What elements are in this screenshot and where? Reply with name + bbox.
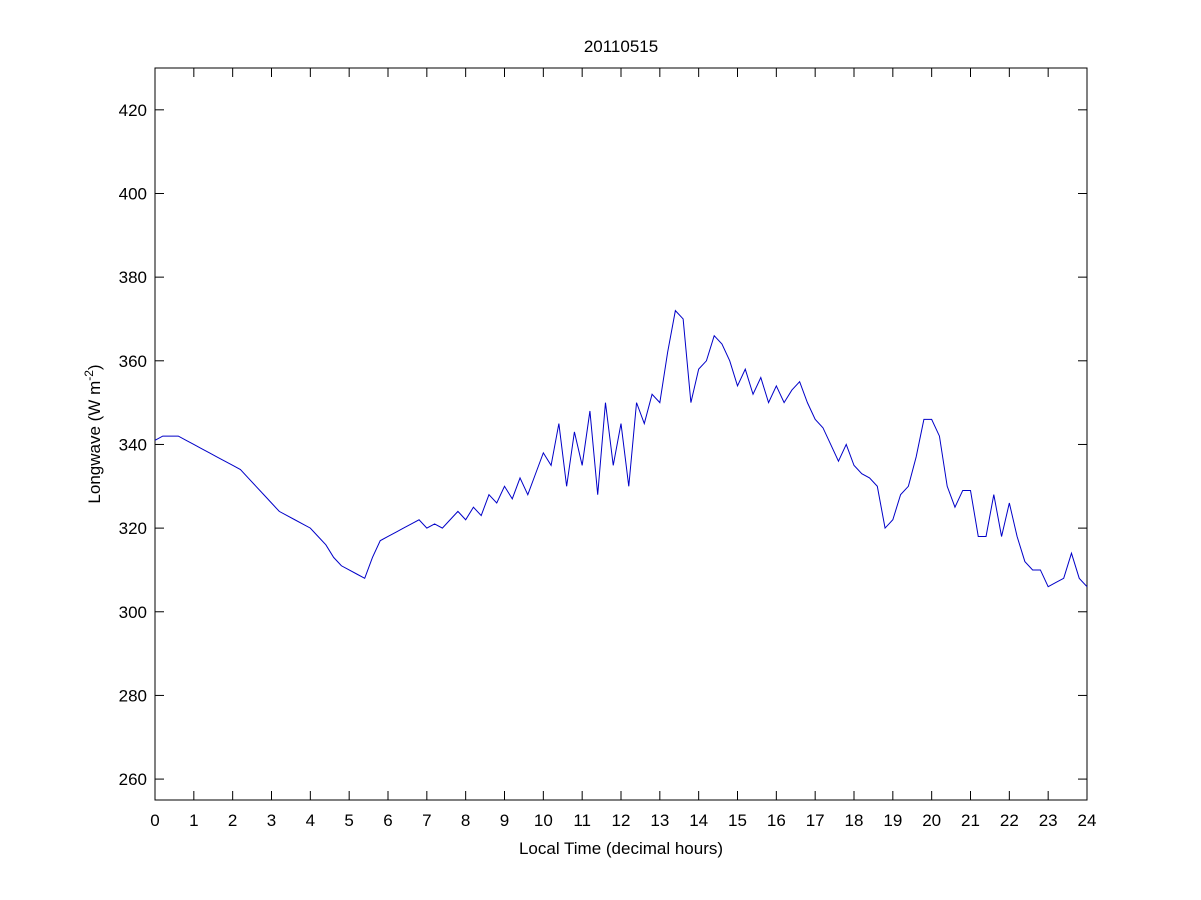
x-tick-label: 13 xyxy=(650,811,669,830)
y-tick-label: 360 xyxy=(119,352,147,371)
x-tick-label: 5 xyxy=(344,811,353,830)
plot-area xyxy=(154,67,1088,801)
y-tick-label: 420 xyxy=(119,101,147,120)
y-tick-label: 340 xyxy=(119,435,147,454)
y-tick-label: 260 xyxy=(119,770,147,789)
x-tick-label: 24 xyxy=(1078,811,1097,830)
line-series xyxy=(154,309,1088,588)
x-tick-label: 12 xyxy=(612,811,631,830)
x-tick-label: 3 xyxy=(267,811,276,830)
x-tick-label: 23 xyxy=(1039,811,1058,830)
y-axis-label-sup: -2 xyxy=(82,370,96,381)
x-tick-label: 9 xyxy=(500,811,509,830)
x-tick-label: 10 xyxy=(534,811,553,830)
x-tick-label: 11 xyxy=(573,811,591,830)
y-tick-label: 400 xyxy=(119,184,147,203)
x-tick-label: 0 xyxy=(150,811,159,830)
y-tick-label: 380 xyxy=(119,268,147,287)
y-tick-label: 280 xyxy=(119,686,147,705)
y-tick-label: 300 xyxy=(119,603,147,622)
x-axis-label: Local Time (decimal hours) xyxy=(519,839,723,858)
x-tick-label: 6 xyxy=(383,811,392,830)
x-tick-label: 2 xyxy=(228,811,237,830)
x-tick-label: 8 xyxy=(461,811,470,830)
x-tick-label: 19 xyxy=(883,811,902,830)
x-tick-label: 7 xyxy=(422,811,431,830)
x-tick-label: 1 xyxy=(189,811,198,830)
x-tick-label: 4 xyxy=(306,811,315,830)
x-tick-label: 18 xyxy=(845,811,864,830)
x-tick-label: 22 xyxy=(1000,811,1019,830)
y-axis-label: Longwave (W m-2) xyxy=(82,364,104,503)
y-tick-label: 320 xyxy=(119,519,147,538)
chart-title: 20110515 xyxy=(584,37,658,56)
y-axis-label-main: Longwave (W m xyxy=(85,381,104,504)
x-tick-label: 20 xyxy=(922,811,941,830)
x-tick-label: 21 xyxy=(961,811,980,830)
x-tick-label: 16 xyxy=(767,811,786,830)
y-axis-label-end: ) xyxy=(85,364,104,370)
x-tick-label: 15 xyxy=(728,811,747,830)
x-tick-label: 17 xyxy=(806,811,825,830)
x-tick-label: 14 xyxy=(689,811,708,830)
